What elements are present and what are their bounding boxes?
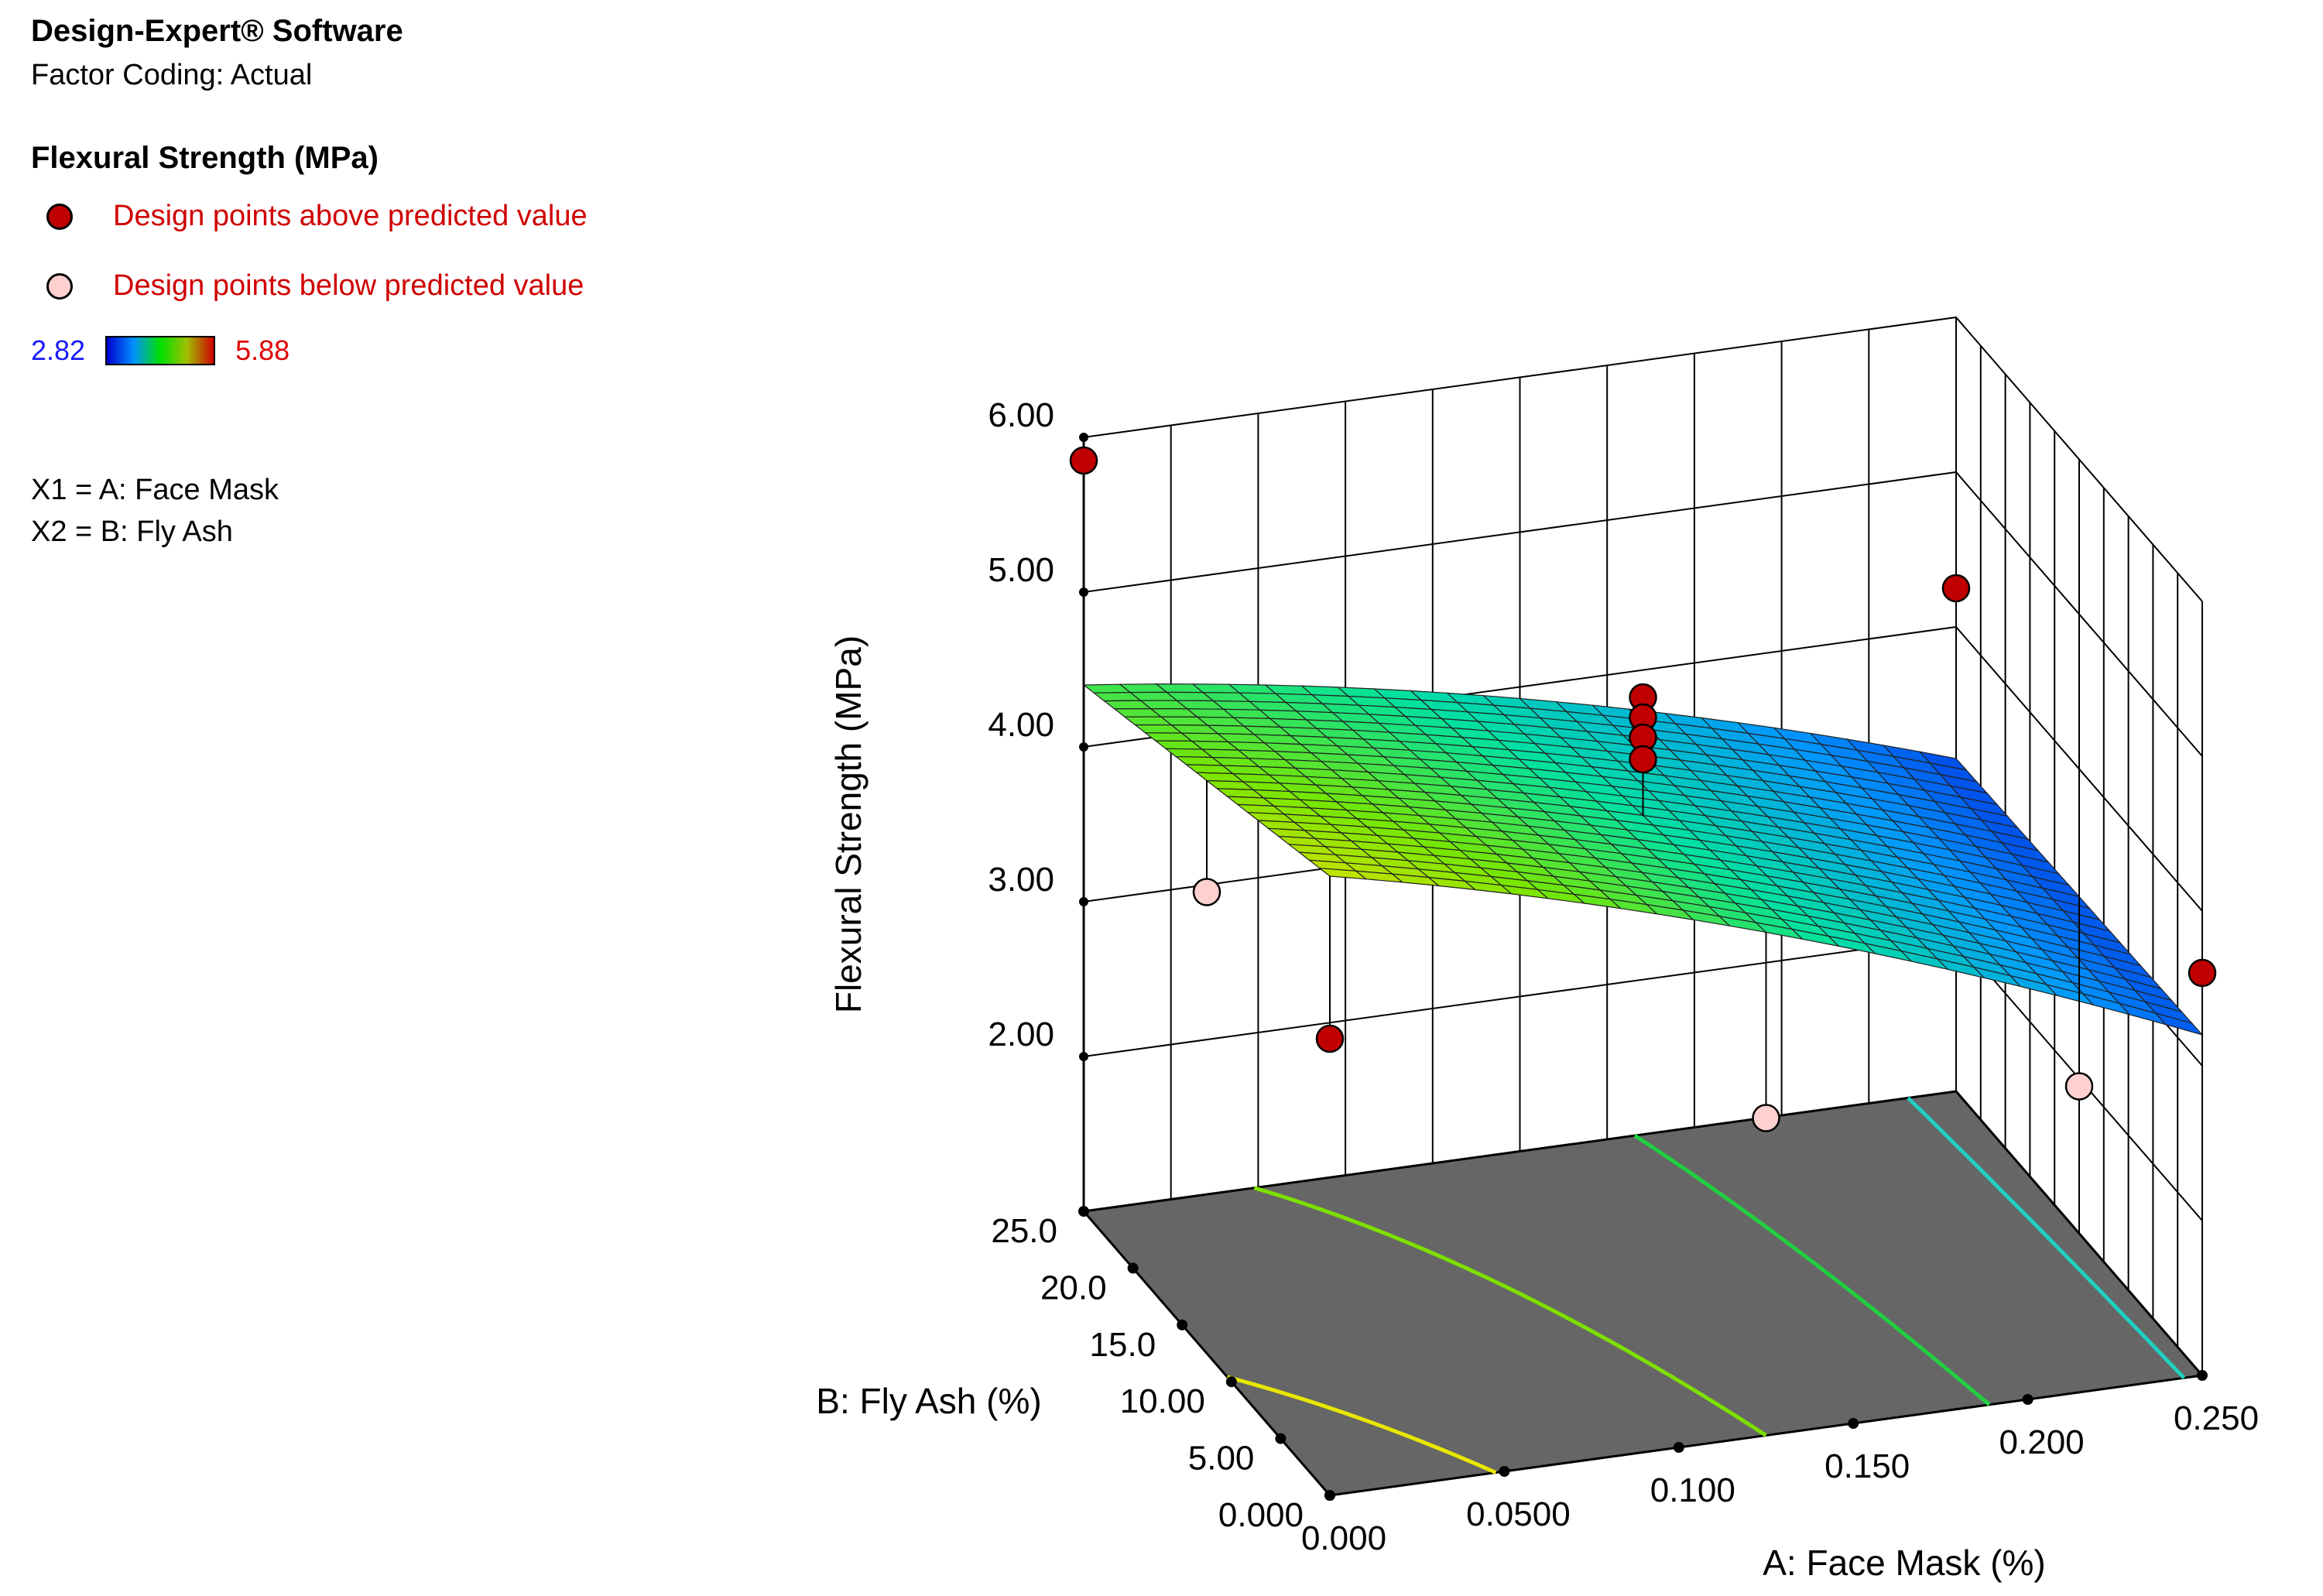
response-surface [1082, 683, 2204, 1036]
factor-x1: X1 = A: Face Mask [31, 474, 279, 506]
contour-line [1633, 1134, 1991, 1406]
z-gridline [1083, 316, 2203, 602]
y-tick-dot [1127, 1262, 1139, 1274]
y-tick-label: 25.0 [991, 1212, 1057, 1250]
x-tick-label: 0.150 [1824, 1447, 1910, 1485]
x-tick-label: 0.200 [1999, 1423, 2085, 1461]
design-point-above [1315, 1024, 1345, 1053]
z-axis-label: Flexural Strength (MPa) [828, 635, 869, 1013]
below-point-icon [46, 272, 73, 300]
z-tick-dot [1079, 897, 1088, 906]
color-scale: 2.82 5.88 [31, 334, 290, 367]
contour-line [1907, 1096, 2186, 1379]
y-tick-dot [1078, 1206, 1089, 1217]
response-title: Flexural Strength (MPa) [31, 141, 379, 175]
z-tick-dot [1079, 433, 1088, 442]
z-tick-dot [1079, 1052, 1088, 1061]
design-points [1069, 446, 2217, 1132]
legend-below: Design points below predicted value [46, 269, 584, 303]
z-tick-dot [1079, 742, 1088, 752]
axis-labels: Flexural Strength (MPa) A: Face Mask (%)… [816, 396, 2259, 1583]
x-tick-label: 0.100 [1650, 1471, 1735, 1509]
y-tick-dot [1225, 1376, 1237, 1388]
color-scale-bar [105, 336, 216, 365]
y-tick-label: 15.0 [1090, 1326, 1156, 1364]
z-tick-label: 5.00 [988, 551, 1054, 589]
x-tick-label: 0.0500 [1466, 1495, 1571, 1533]
design-point-above [2188, 958, 2217, 988]
above-point-icon [46, 203, 73, 230]
contour-line [1226, 1375, 1497, 1474]
scale-min: 2.82 [31, 334, 86, 366]
design-point-above [1629, 745, 1657, 774]
y-tick-label: 5.00 [1188, 1440, 1255, 1478]
x-tick-label: 0.000 [1301, 1519, 1386, 1557]
factor-x2: X2 = B: Fly Ash [31, 515, 233, 548]
app-title: Design-Expert® Software [31, 14, 403, 48]
y-tick-label: 10.00 [1120, 1382, 1205, 1420]
design-point-above [1069, 446, 1098, 475]
y-tick-dot [1275, 1433, 1287, 1444]
contour-floor [1078, 1090, 2208, 1501]
z-tick-label: 2.00 [988, 1015, 1054, 1053]
y-axis-label: B: Fly Ash (%) [816, 1381, 1041, 1421]
legend-above: Design points above predicted value [46, 200, 588, 233]
y-tick-label: 20.0 [1040, 1269, 1107, 1307]
surface-cell [2153, 1012, 2204, 1036]
y-tick-dot [1324, 1490, 1335, 1501]
design-point-above [1941, 574, 1971, 603]
z-gridline [1083, 471, 2203, 757]
x-tick-dot [1848, 1418, 1859, 1429]
z-tick-label: 6.00 [988, 396, 1054, 434]
x-tick-dot [1499, 1466, 1510, 1477]
x-tick-dot [1673, 1442, 1684, 1453]
x-tick-dot [2022, 1394, 2033, 1405]
floor-plane [1081, 1090, 2205, 1497]
z-tick-label: 3.00 [988, 861, 1054, 899]
scale-max: 5.88 [235, 334, 290, 366]
legend-above-label: Design points above predicted value [113, 200, 588, 232]
y-tick-label: 0.000 [1218, 1496, 1304, 1534]
x-axis-label: A: Face Mask (%) [1763, 1543, 2046, 1583]
legend-below-label: Design points below predicted value [113, 269, 584, 302]
contour-line [1253, 1186, 1767, 1437]
factor-coding: Factor Coding: Actual [31, 59, 313, 91]
x-tick-label: 0.250 [2174, 1399, 2259, 1437]
design-point-below [1192, 878, 1221, 906]
x-tick-dot [2197, 1370, 2208, 1381]
y-tick-dot [1177, 1319, 1188, 1331]
z-tick-label: 4.00 [988, 706, 1054, 744]
design-point-below [2064, 1072, 2094, 1101]
design-point-below [1752, 1104, 1780, 1132]
